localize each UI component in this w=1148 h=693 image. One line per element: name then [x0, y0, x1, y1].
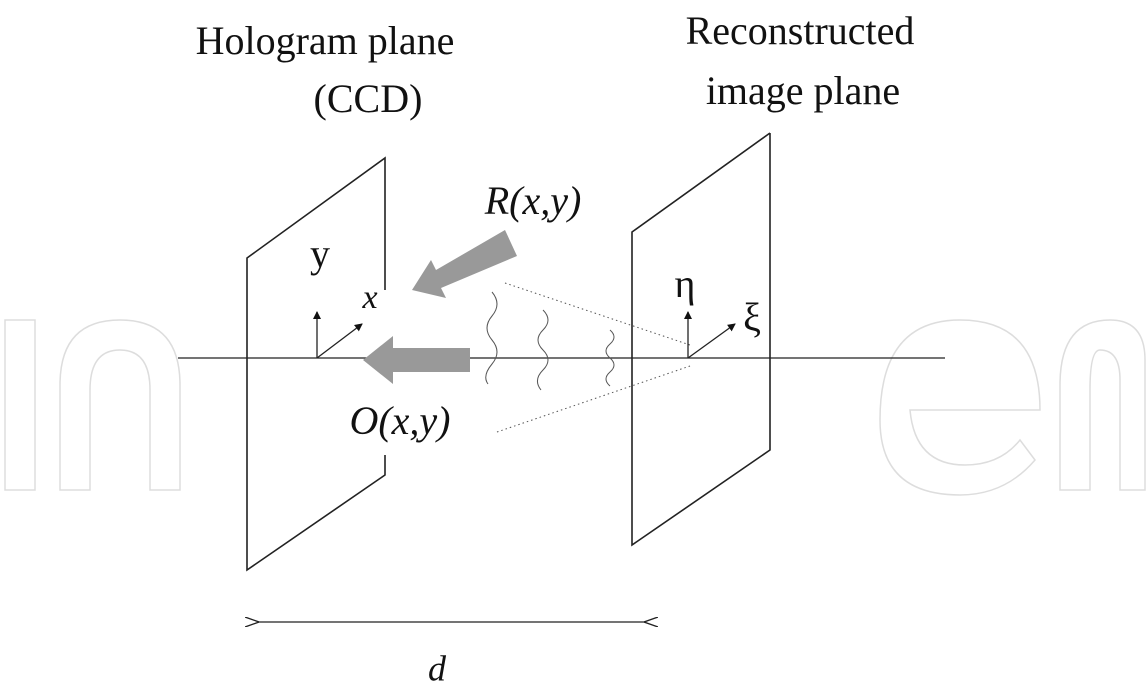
wavefront	[485, 291, 498, 385]
label: O(x,y)	[349, 398, 450, 443]
reference-arrow	[412, 230, 517, 298]
label: Reconstructed	[686, 8, 915, 53]
hologram-plane	[246, 156, 386, 572]
watermark	[4, 319, 1146, 496]
label: ξ	[743, 295, 761, 340]
label: d	[428, 648, 447, 688]
label: (CCD)	[314, 76, 423, 121]
wavefront	[537, 309, 549, 391]
object-arrow	[363, 336, 470, 384]
label: Hologram plane	[196, 18, 455, 63]
label: η	[675, 261, 696, 306]
beam-edge	[504, 282, 691, 346]
axis-arrow	[316, 323, 363, 359]
label: x	[361, 279, 377, 316]
axis-arrow	[687, 323, 736, 359]
label: y	[310, 231, 330, 276]
beam-edge	[496, 365, 691, 433]
wavefront	[605, 329, 615, 387]
label: R(x,y)	[484, 178, 582, 223]
label: image plane	[706, 68, 900, 113]
image-plane	[631, 132, 771, 547]
